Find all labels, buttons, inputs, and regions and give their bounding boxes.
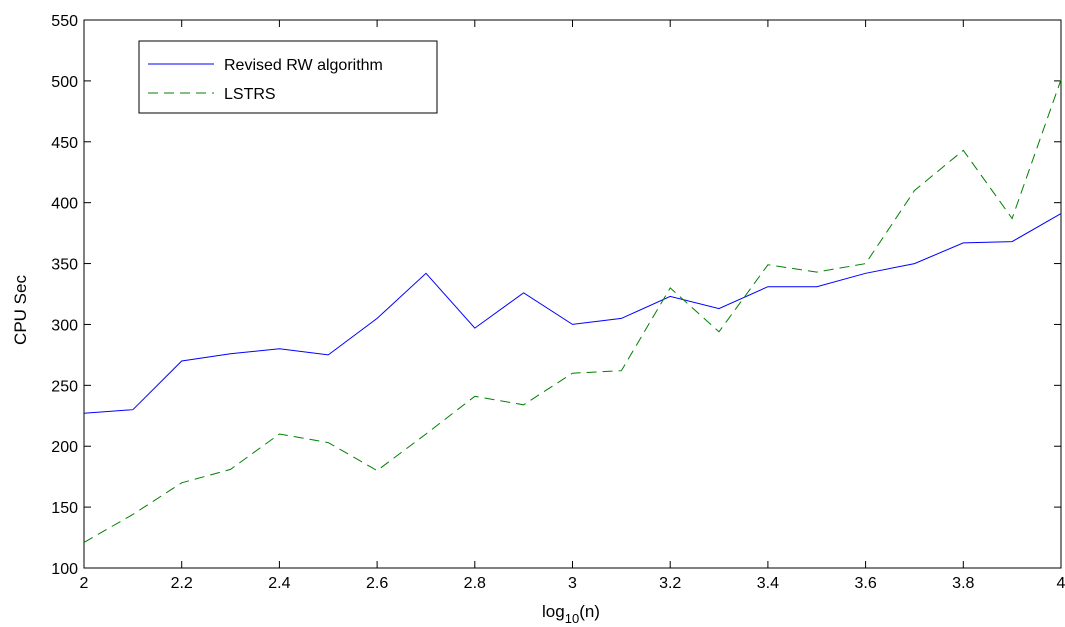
series-line-lstrs bbox=[83, 79, 1062, 543]
y-axis-label: CPU Sec bbox=[11, 275, 30, 345]
legend-label-revised-rw: Revised RW algorithm bbox=[224, 57, 383, 74]
x-tick-label: 2 bbox=[80, 575, 89, 592]
y-axis: 100 150 200 250 300 350 400 450 500 550 bbox=[51, 13, 1061, 578]
series-layer bbox=[83, 79, 1062, 543]
y-tick-label: 200 bbox=[51, 439, 78, 456]
y-tick-label: 550 bbox=[51, 13, 78, 30]
y-tick-label: 400 bbox=[51, 196, 78, 213]
y-tick-label: 150 bbox=[51, 500, 78, 517]
x-axis-label-suffix: (n) bbox=[579, 602, 600, 621]
x-axis-label-main: log bbox=[542, 602, 565, 621]
series-line-revised-rw-algorithm bbox=[83, 213, 1062, 414]
x-tick-label: 2.2 bbox=[171, 575, 193, 592]
legend-box bbox=[138, 40, 438, 114]
y-tick-label: 500 bbox=[51, 74, 78, 91]
x-axis: 2 2.2 2.4 2.6 2.8 3 3.2 3.4 3.6 3.8 4 bbox=[80, 20, 1065, 592]
x-tick-label: 3 bbox=[568, 575, 577, 592]
x-tick-label: 3.2 bbox=[659, 575, 681, 592]
x-tick-label: 2.8 bbox=[464, 575, 486, 592]
y-tick-label: 300 bbox=[51, 317, 78, 334]
x-tick-label: 4 bbox=[1057, 575, 1065, 592]
legend-label-lstrs: LSTRS bbox=[224, 86, 276, 103]
x-tick-label: 3.4 bbox=[757, 575, 779, 592]
y-tick-label: 450 bbox=[51, 135, 78, 152]
x-tick-label: 2.6 bbox=[366, 575, 388, 592]
legend: Revised RW algorithm LSTRS bbox=[138, 40, 438, 114]
x-tick-label: 3.8 bbox=[952, 575, 974, 592]
x-axis-label-subscript: 10 bbox=[565, 611, 579, 626]
y-tick-label: 250 bbox=[51, 378, 78, 395]
y-tick-label: 350 bbox=[51, 257, 78, 274]
x-tick-label: 3.6 bbox=[854, 575, 876, 592]
x-axis-label: log10(n) bbox=[542, 602, 600, 626]
y-tick-label: 100 bbox=[51, 561, 78, 578]
x-tick-label: 2.4 bbox=[268, 575, 290, 592]
